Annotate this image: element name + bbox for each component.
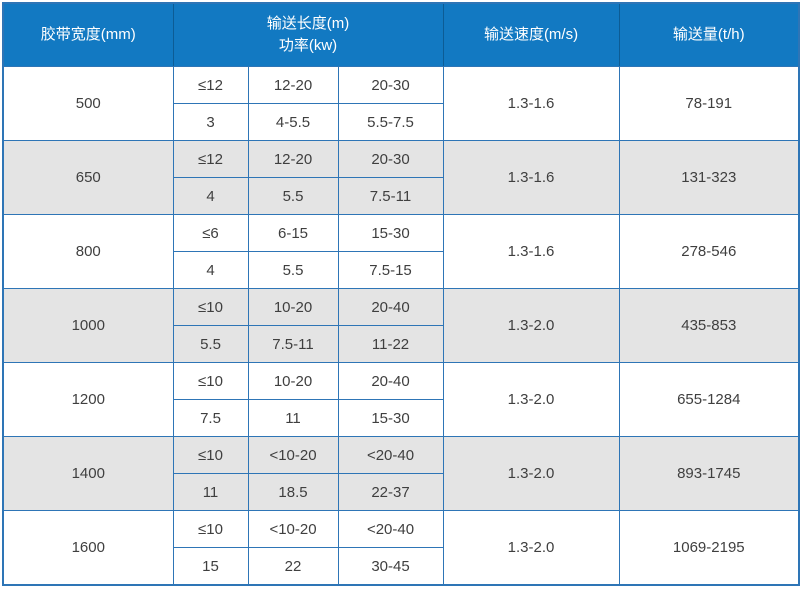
power-cell-2: 5.5-7.5 bbox=[337, 103, 444, 141]
power-cell-1: 4-5.5 bbox=[247, 103, 339, 141]
power-cell-2: 7.5-15 bbox=[337, 251, 444, 289]
length-cell-2: 15-30 bbox=[337, 214, 444, 252]
belt-width-cell: 800 bbox=[2, 214, 174, 289]
capacity-cell: 435-853 bbox=[618, 288, 800, 363]
capacity-cell: 893-1745 bbox=[618, 436, 800, 511]
speed-cell: 1.3-1.6 bbox=[442, 214, 620, 289]
length-cell-2: 20-40 bbox=[337, 362, 444, 400]
length-cell-0: ≤10 bbox=[172, 510, 249, 548]
length-cell-2: 20-40 bbox=[337, 288, 444, 326]
power-cell-1: 18.5 bbox=[247, 473, 339, 511]
length-cell-1: <10-20 bbox=[247, 436, 339, 474]
power-cell-0: 7.5 bbox=[172, 399, 249, 437]
speed-cell: 1.3-1.6 bbox=[442, 140, 620, 215]
capacity-cell: 278-546 bbox=[618, 214, 800, 289]
capacity-cell: 78-191 bbox=[618, 66, 800, 141]
length-cell-0: ≤10 bbox=[172, 362, 249, 400]
power-cell-0: 5.5 bbox=[172, 325, 249, 363]
power-cell-1: 5.5 bbox=[247, 177, 339, 215]
length-cell-2: 20-30 bbox=[337, 140, 444, 178]
length-cell-0: ≤10 bbox=[172, 436, 249, 474]
spec-row-1000-length: 1000 ≤10 10-20 20-40 1.3-2.0 435-853 bbox=[2, 288, 800, 363]
power-cell-1: 5.5 bbox=[247, 251, 339, 289]
power-cell-2: 7.5-11 bbox=[337, 177, 444, 215]
length-cell-1: <10-20 bbox=[247, 510, 339, 548]
power-cell-0: 4 bbox=[172, 251, 249, 289]
header-power-line: 功率(kw) bbox=[278, 37, 338, 54]
power-cell-0: 11 bbox=[172, 473, 249, 511]
header-length-power: 输送长度(m) 功率(kw) bbox=[172, 2, 444, 67]
belt-width-cell: 1200 bbox=[2, 362, 174, 437]
spec-row-1200-length: 1200 ≤10 10-20 20-40 1.3-2.0 655-1284 bbox=[2, 362, 800, 437]
spec-row-800-power: 4 5.5 7.5-15 bbox=[3, 251, 799, 289]
length-cell-0: ≤12 bbox=[172, 140, 249, 178]
spec-row-1400-length: 1400 ≤10 <10-20 <20-40 1.3-2.0 893-1745 bbox=[2, 436, 800, 511]
header-capacity: 输送量(t/h) bbox=[618, 2, 800, 67]
header-row: 胶带宽度(mm) 输送长度(m) 功率(kw) 输送速度(m/s) 输送量(t/… bbox=[2, 2, 800, 67]
belt-width-cell: 650 bbox=[2, 140, 174, 215]
belt-width-cell: 1400 bbox=[2, 436, 174, 511]
header-length-line: 输送长度(m) bbox=[266, 15, 350, 33]
spec-row-1200-power: 7.5 11 15-30 bbox=[3, 399, 799, 437]
length-cell-0: ≤6 bbox=[172, 214, 249, 252]
spec-row-500-power: 3 4-5.5 5.5-7.5 bbox=[3, 103, 799, 141]
speed-cell: 1.3-2.0 bbox=[442, 436, 620, 511]
table-body: 500 ≤12 12-20 20-30 1.3-1.6 78-191 3 4-5.5 5.5-7… bbox=[2, 66, 800, 586]
power-cell-0: 4 bbox=[172, 177, 249, 215]
power-cell-0: 3 bbox=[172, 103, 249, 141]
power-cell-2: 22-37 bbox=[337, 473, 444, 511]
spec-row-1000-power: 5.5 7.5-11 11-22 bbox=[3, 325, 799, 363]
length-cell-0: ≤10 bbox=[172, 288, 249, 326]
spec-row-500-length: 500 ≤12 12-20 20-30 1.3-1.6 78-191 bbox=[2, 66, 800, 141]
capacity-cell: 1069-2195 bbox=[618, 510, 800, 586]
length-cell-2: <20-40 bbox=[337, 510, 444, 548]
length-cell-1: 6-15 bbox=[247, 214, 339, 252]
length-cell-1: 10-20 bbox=[247, 288, 339, 326]
speed-cell: 1.3-2.0 bbox=[442, 362, 620, 437]
power-cell-1: 7.5-11 bbox=[247, 325, 339, 363]
power-cell-1: 11 bbox=[247, 399, 339, 437]
power-cell-2: 15-30 bbox=[337, 399, 444, 437]
power-cell-0: 15 bbox=[172, 547, 249, 586]
spec-row-800-length: 800 ≤6 6-15 15-30 1.3-1.6 278-546 bbox=[2, 214, 800, 289]
speed-cell: 1.3-2.0 bbox=[442, 288, 620, 363]
length-cell-1: 10-20 bbox=[247, 362, 339, 400]
belt-width-cell: 500 bbox=[2, 66, 174, 141]
spec-row-650-power: 4 5.5 7.5-11 bbox=[3, 177, 799, 215]
length-cell-1: 12-20 bbox=[247, 66, 339, 104]
spec-row-1600-power: 15 22 30-45 bbox=[3, 547, 799, 586]
capacity-cell: 655-1284 bbox=[618, 362, 800, 437]
speed-cell: 1.3-2.0 bbox=[442, 510, 620, 586]
belt-width-cell: 1600 bbox=[2, 510, 174, 586]
length-cell-0: ≤12 bbox=[172, 66, 249, 104]
length-cell-2: <20-40 bbox=[337, 436, 444, 474]
belt-conveyor-spec-table: 胶带宽度(mm) 输送长度(m) 功率(kw) 输送速度(m/s) 输送量(t/… bbox=[2, 2, 800, 586]
capacity-cell: 131-323 bbox=[618, 140, 800, 215]
spec-row-650-length: 650 ≤12 12-20 20-30 1.3-1.6 131-323 bbox=[2, 140, 800, 215]
length-cell-2: 20-30 bbox=[337, 66, 444, 104]
length-cell-1: 12-20 bbox=[247, 140, 339, 178]
spec-row-1600-length: 1600 ≤10 <10-20 <20-40 1.3-2.0 1069-2195 bbox=[2, 510, 800, 586]
power-cell-1: 22 bbox=[247, 547, 339, 586]
header-belt-width: 胶带宽度(mm) bbox=[2, 2, 174, 67]
power-cell-2: 30-45 bbox=[337, 547, 444, 586]
speed-cell: 1.3-1.6 bbox=[442, 66, 620, 141]
table-header: 胶带宽度(mm) 输送长度(m) 功率(kw) 输送速度(m/s) 输送量(t/… bbox=[2, 2, 800, 67]
power-cell-2: 11-22 bbox=[337, 325, 444, 363]
spec-row-1400-power: 11 18.5 22-37 bbox=[3, 473, 799, 511]
belt-width-cell: 1000 bbox=[2, 288, 174, 363]
header-speed: 输送速度(m/s) bbox=[442, 2, 620, 67]
